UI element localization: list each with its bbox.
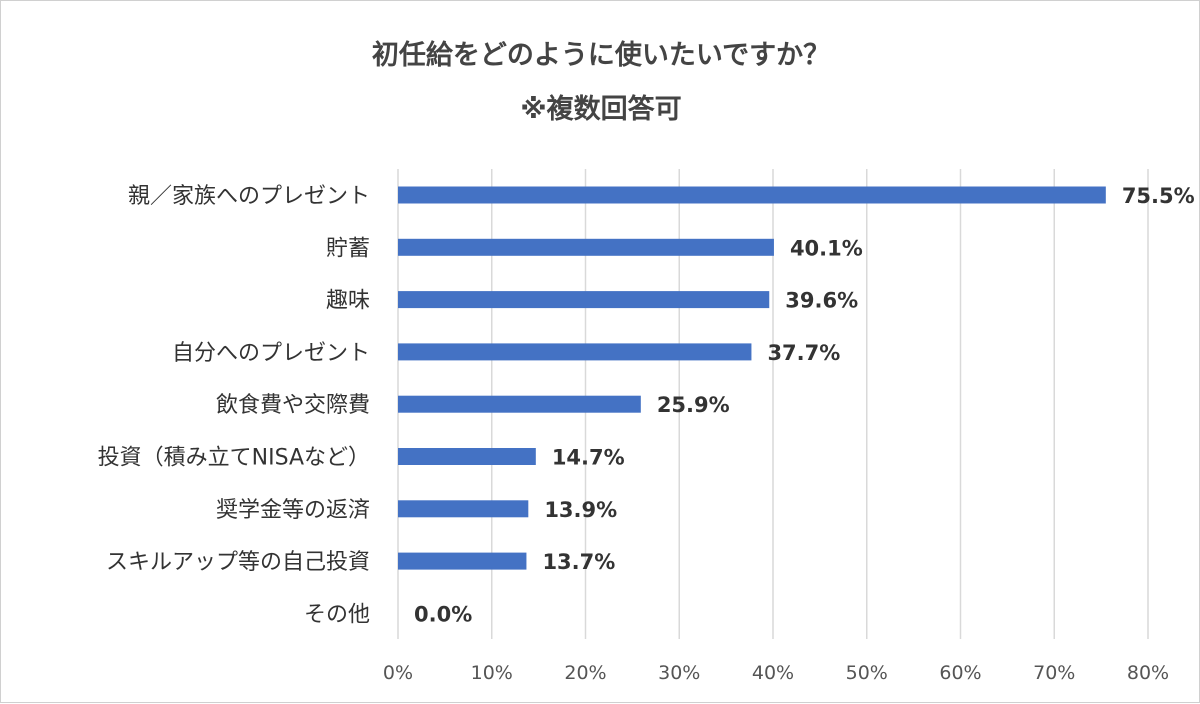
value-label: 40.1% — [790, 236, 863, 260]
category-label: 親／家族へのプレゼント — [128, 184, 370, 209]
value-label: 37.7% — [767, 341, 840, 365]
value-labels: 75.5% 40.1% 39.6% 37.7% 25.9% 14.7% 13.9% 13.7%… — [414, 184, 1195, 626]
value-label: 25.9% — [657, 393, 730, 417]
x-tick-label: 50% — [846, 662, 888, 684]
category-label: 奨学金等の返済 — [216, 498, 370, 523]
category-label: 投資（積み立てNISAなど） — [98, 446, 370, 471]
bar — [398, 448, 536, 465]
bar — [398, 552, 527, 570]
category-label: スキルアップ等の自己投資 — [106, 550, 370, 575]
x-tick-label: 30% — [658, 662, 700, 684]
x-tick-label: 20% — [564, 662, 606, 684]
x-tick-label: 60% — [939, 662, 981, 684]
x-tick-label: 70% — [1033, 662, 1075, 684]
bar — [398, 343, 752, 361]
value-label: 13.9% — [544, 498, 617, 522]
bar — [398, 395, 641, 413]
x-tick-label: 80% — [1127, 662, 1169, 684]
value-label: 13.7% — [542, 550, 615, 574]
x-tick-label: 0% — [383, 662, 413, 684]
value-label: 39.6% — [785, 289, 858, 313]
category-label: 自分へのプレゼント — [172, 341, 370, 366]
bar — [398, 238, 774, 256]
x-axis-tick-labels: 0% 10% 20% 30% 40% 50% 60% 70% 80% — [383, 662, 1169, 684]
bar — [398, 291, 770, 309]
x-tick-label: 10% — [471, 662, 513, 684]
category-label: 飲食費や交際費 — [216, 393, 370, 418]
chart-subtitle: ※複数回答可 — [520, 94, 682, 125]
category-labels: 親／家族へのプレゼント貯蓄趣味自分へのプレゼント飲食費や交際費投資（積み立てNI… — [98, 184, 370, 627]
bar — [398, 500, 529, 518]
bar — [398, 186, 1106, 204]
value-label: 14.7% — [552, 446, 625, 470]
category-label: その他 — [304, 602, 370, 627]
x-tick-label: 40% — [752, 662, 794, 684]
chart-title: 初任給をどのように使いたいですか？ — [371, 40, 831, 71]
bars — [398, 186, 1106, 570]
value-label: 75.5% — [1122, 184, 1195, 208]
category-label: 趣味 — [326, 289, 370, 314]
value-label: 0.0% — [414, 602, 472, 626]
category-label: 貯蓄 — [326, 236, 370, 261]
